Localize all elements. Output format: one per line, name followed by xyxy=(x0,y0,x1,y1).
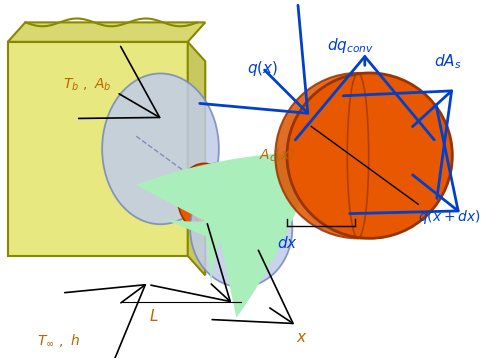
Ellipse shape xyxy=(275,73,440,238)
Ellipse shape xyxy=(102,73,219,224)
Text: $T_b\ ,\ A_b$: $T_b\ ,\ A_b$ xyxy=(63,77,112,93)
Polygon shape xyxy=(8,23,205,42)
Ellipse shape xyxy=(190,164,243,232)
Text: $x$: $x$ xyxy=(296,330,307,345)
Text: $dq_{conv}$: $dq_{conv}$ xyxy=(327,36,374,55)
Ellipse shape xyxy=(188,174,220,221)
Ellipse shape xyxy=(178,164,231,232)
Text: $dx$: $dx$ xyxy=(276,235,297,251)
Polygon shape xyxy=(188,42,205,275)
Text: $dA_s$: $dA_s$ xyxy=(434,52,461,71)
Text: $A_c(x)$: $A_c(x)$ xyxy=(259,147,295,164)
Text: $q(x)$: $q(x)$ xyxy=(247,59,278,78)
Bar xyxy=(8,42,188,256)
Ellipse shape xyxy=(287,73,453,238)
Ellipse shape xyxy=(190,170,292,287)
Text: $T_\infty\ ,\ h$: $T_\infty\ ,\ h$ xyxy=(37,332,80,349)
Text: $q(x+dx)$: $q(x+dx)$ xyxy=(418,208,481,226)
Text: $L$: $L$ xyxy=(149,308,158,324)
